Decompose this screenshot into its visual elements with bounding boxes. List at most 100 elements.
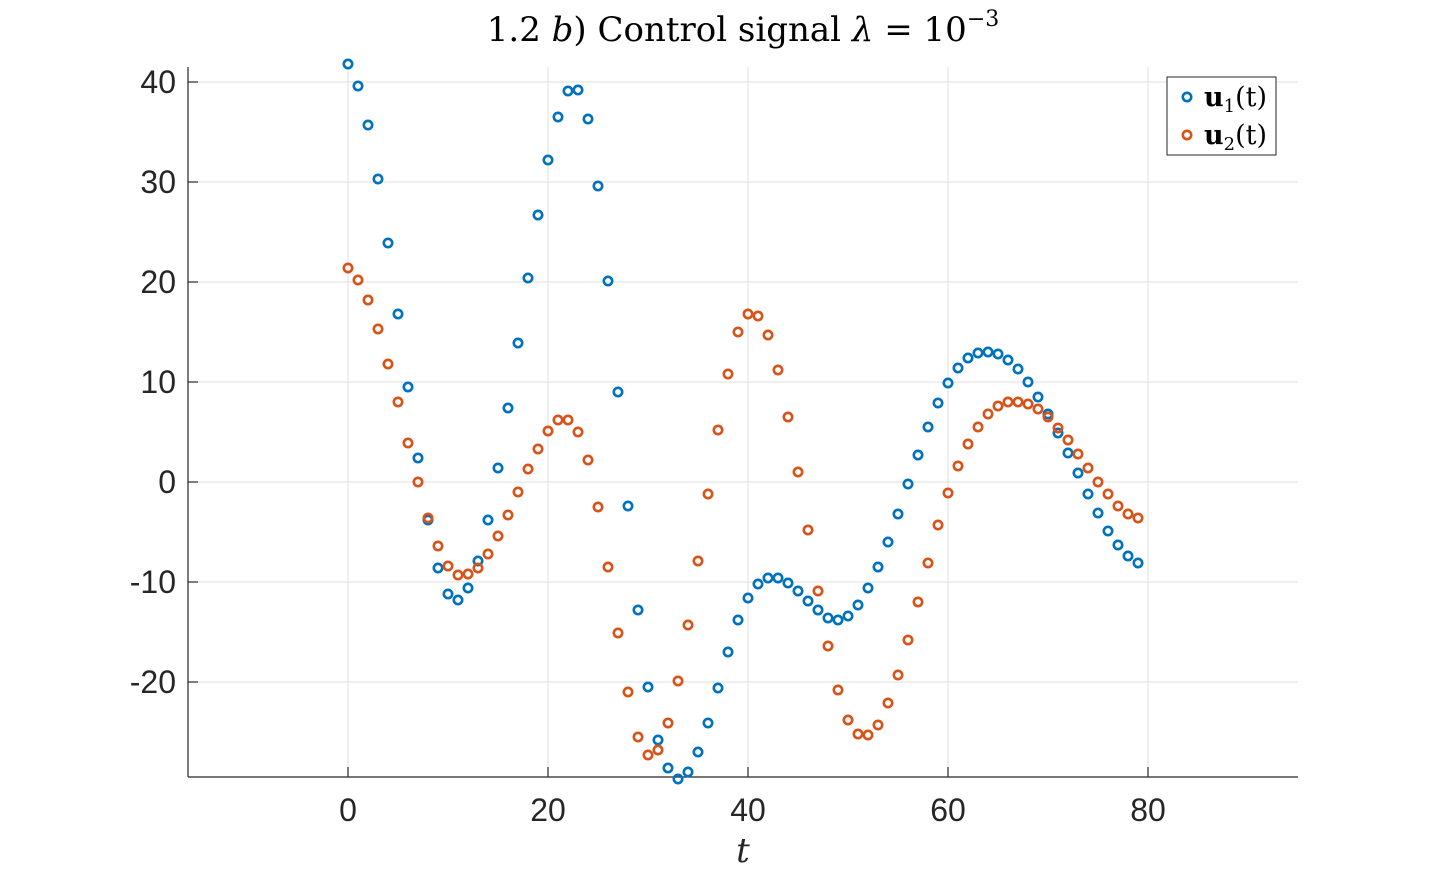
data-point-u2 xyxy=(452,569,464,581)
data-point-u1 xyxy=(992,348,1004,360)
data-point-u2 xyxy=(462,568,474,580)
data-point-u1 xyxy=(1022,376,1034,388)
data-point-u2 xyxy=(492,530,504,542)
data-point-u1 xyxy=(512,337,524,349)
data-point-u2 xyxy=(1062,434,1074,446)
data-point-u2 xyxy=(802,524,814,536)
y-tick-label: 0 xyxy=(158,464,176,500)
data-point-u1 xyxy=(352,80,364,92)
data-point-u1 xyxy=(892,508,904,520)
data-point-u1 xyxy=(1112,539,1124,551)
data-point-u1 xyxy=(902,478,914,490)
data-point-u2 xyxy=(1132,512,1144,524)
data-point-u2 xyxy=(632,731,644,743)
data-point-u2 xyxy=(542,425,554,437)
data-point-u1 xyxy=(472,555,484,567)
x-tick-label: 40 xyxy=(730,792,766,828)
data-point-u2 xyxy=(862,729,874,741)
data-point-u2 xyxy=(522,463,534,475)
y-ticks: -20 -10 0 10 20 30 40 xyxy=(130,64,198,700)
data-point-u2 xyxy=(362,294,374,306)
data-point-u1 xyxy=(912,449,924,461)
data-point-u2 xyxy=(1052,422,1064,434)
data-point-u1 xyxy=(722,646,734,658)
data-point-u2 xyxy=(552,414,564,426)
legend-label-u1: u1(t) xyxy=(1204,82,1267,117)
data-point-u2 xyxy=(1092,476,1104,488)
data-point-u2 xyxy=(642,749,654,761)
data-point-u2 xyxy=(472,562,484,574)
data-point-u1 xyxy=(1062,447,1074,459)
data-point-u1 xyxy=(742,592,754,604)
data-point-u1 xyxy=(602,275,614,287)
data-points xyxy=(342,58,1144,785)
data-point-u2 xyxy=(342,262,354,274)
data-point-u2 xyxy=(772,364,784,376)
y-tick-label: 30 xyxy=(140,164,176,200)
data-point-u2 xyxy=(582,454,594,466)
data-point-u2 xyxy=(1112,500,1124,512)
data-point-u1 xyxy=(552,111,564,123)
data-point-u2 xyxy=(912,596,924,608)
y-tick-label: 20 xyxy=(140,264,176,300)
data-point-u1 xyxy=(852,599,864,611)
data-point-u2 xyxy=(682,619,694,631)
data-point-u1 xyxy=(462,582,474,594)
data-point-u2 xyxy=(822,640,834,652)
data-point-u2 xyxy=(732,326,744,338)
data-point-u2 xyxy=(392,396,404,408)
data-point-u1 xyxy=(452,594,464,606)
x-ticks: 0 20 40 60 80 xyxy=(339,767,1166,828)
y-tick-label: 40 xyxy=(140,64,176,100)
data-point-u2 xyxy=(1042,411,1054,423)
data-point-u2 xyxy=(662,717,674,729)
data-point-u2 xyxy=(882,697,894,709)
data-point-u1 xyxy=(432,562,444,574)
data-point-u2 xyxy=(842,714,854,726)
data-point-u2 xyxy=(442,560,454,572)
data-point-u1 xyxy=(932,397,944,409)
data-point-u1 xyxy=(632,604,644,616)
data-point-u1 xyxy=(562,85,574,97)
data-point-u2 xyxy=(672,675,684,687)
data-point-u1 xyxy=(1052,427,1064,439)
data-point-u1 xyxy=(1012,363,1024,375)
data-point-u2 xyxy=(1002,396,1014,408)
data-point-u1 xyxy=(1092,507,1104,519)
axes xyxy=(187,67,1298,778)
data-point-u2 xyxy=(992,400,1004,412)
data-point-u2 xyxy=(512,486,524,498)
data-point-u1 xyxy=(702,717,714,729)
data-point-u2 xyxy=(402,437,414,449)
data-point-u2 xyxy=(692,555,704,567)
data-point-u2 xyxy=(892,669,904,681)
data-point-u1 xyxy=(592,180,604,192)
data-point-u1 xyxy=(662,762,674,774)
data-point-u2 xyxy=(852,728,864,740)
data-point-u2 xyxy=(532,443,544,455)
data-point-u1 xyxy=(402,381,414,393)
data-point-u2 xyxy=(422,512,434,524)
data-point-u1 xyxy=(732,614,744,626)
data-point-u1 xyxy=(692,746,704,758)
data-point-u1 xyxy=(822,612,834,624)
data-point-u1 xyxy=(832,614,844,626)
data-point-u2 xyxy=(1032,403,1044,415)
data-point-u2 xyxy=(812,585,824,597)
data-point-u1 xyxy=(612,386,624,398)
data-point-u2 xyxy=(762,329,774,341)
data-point-u1 xyxy=(572,84,584,96)
data-point-u1 xyxy=(922,421,934,433)
data-point-u1 xyxy=(1002,354,1014,366)
data-point-u1 xyxy=(342,58,354,70)
data-point-u2 xyxy=(432,540,444,552)
data-point-u1 xyxy=(622,500,634,512)
data-point-u1 xyxy=(782,577,794,589)
data-point-u1 xyxy=(1082,488,1094,500)
data-point-u1 xyxy=(502,402,514,414)
legend: u1(t) u2(t) xyxy=(1166,76,1277,156)
data-point-u2 xyxy=(712,424,724,436)
data-point-u2 xyxy=(652,744,664,756)
data-point-u2 xyxy=(872,719,884,731)
